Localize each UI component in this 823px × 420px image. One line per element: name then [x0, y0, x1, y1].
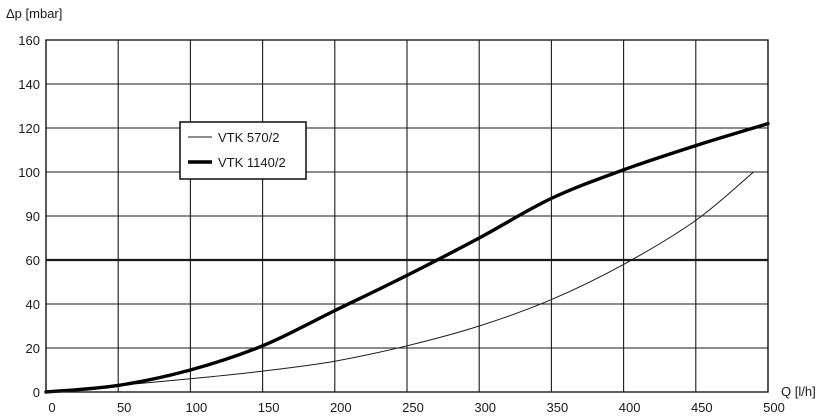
- x-tick-label: 350: [547, 400, 569, 415]
- legend-label-vtk-1140: VTK 1140/2: [218, 155, 286, 170]
- y-tick-label: 40: [26, 297, 40, 312]
- legend-label-vtk-570: VTK 570/2: [218, 130, 279, 145]
- plot-border: [45, 39, 769, 393]
- x-tick-label: 250: [402, 400, 424, 415]
- x-tick-label: 150: [258, 400, 280, 415]
- x-tick-label: 100: [186, 400, 208, 415]
- y-tick-label: 60: [26, 253, 40, 268]
- x-tick-label: 200: [330, 400, 352, 415]
- y-tick-label: 140: [18, 77, 40, 92]
- x-tick-label: 500: [763, 400, 785, 415]
- y-tick-label: 120: [18, 121, 40, 136]
- x-tick-label: 400: [619, 400, 641, 415]
- y-tick-label: 0: [33, 385, 40, 400]
- y-tick-label: 160: [18, 33, 40, 48]
- y-tick-labels: 0 20 40 60 90 100 120 140 160: [18, 33, 40, 400]
- legend-box: [179, 121, 307, 180]
- series-lines: [44, 121, 770, 394]
- legend: VTK 570/2 VTK 1140/2: [179, 121, 307, 180]
- x-axis-title: Q [l/h]: [781, 384, 816, 399]
- y-axis-title: Δp [mbar]: [6, 6, 62, 21]
- y-tick-label: 90: [26, 209, 40, 224]
- x-tick-label: 50: [117, 400, 131, 415]
- y-tick-label: 20: [26, 341, 40, 356]
- x-tick-label: 450: [691, 400, 713, 415]
- y-tick-label: 100: [18, 165, 40, 180]
- grid: [45, 39, 769, 393]
- series-line-vtk-570: [45, 171, 755, 393]
- x-tick-labels: 0 50 100 150 200 250 300 350 400 450 500: [48, 400, 784, 415]
- x-tick-label: 0: [48, 400, 55, 415]
- series-line-vtk-1140: [44, 121, 770, 394]
- plot-frame: [45, 39, 769, 393]
- x-tick-label: 300: [474, 400, 496, 415]
